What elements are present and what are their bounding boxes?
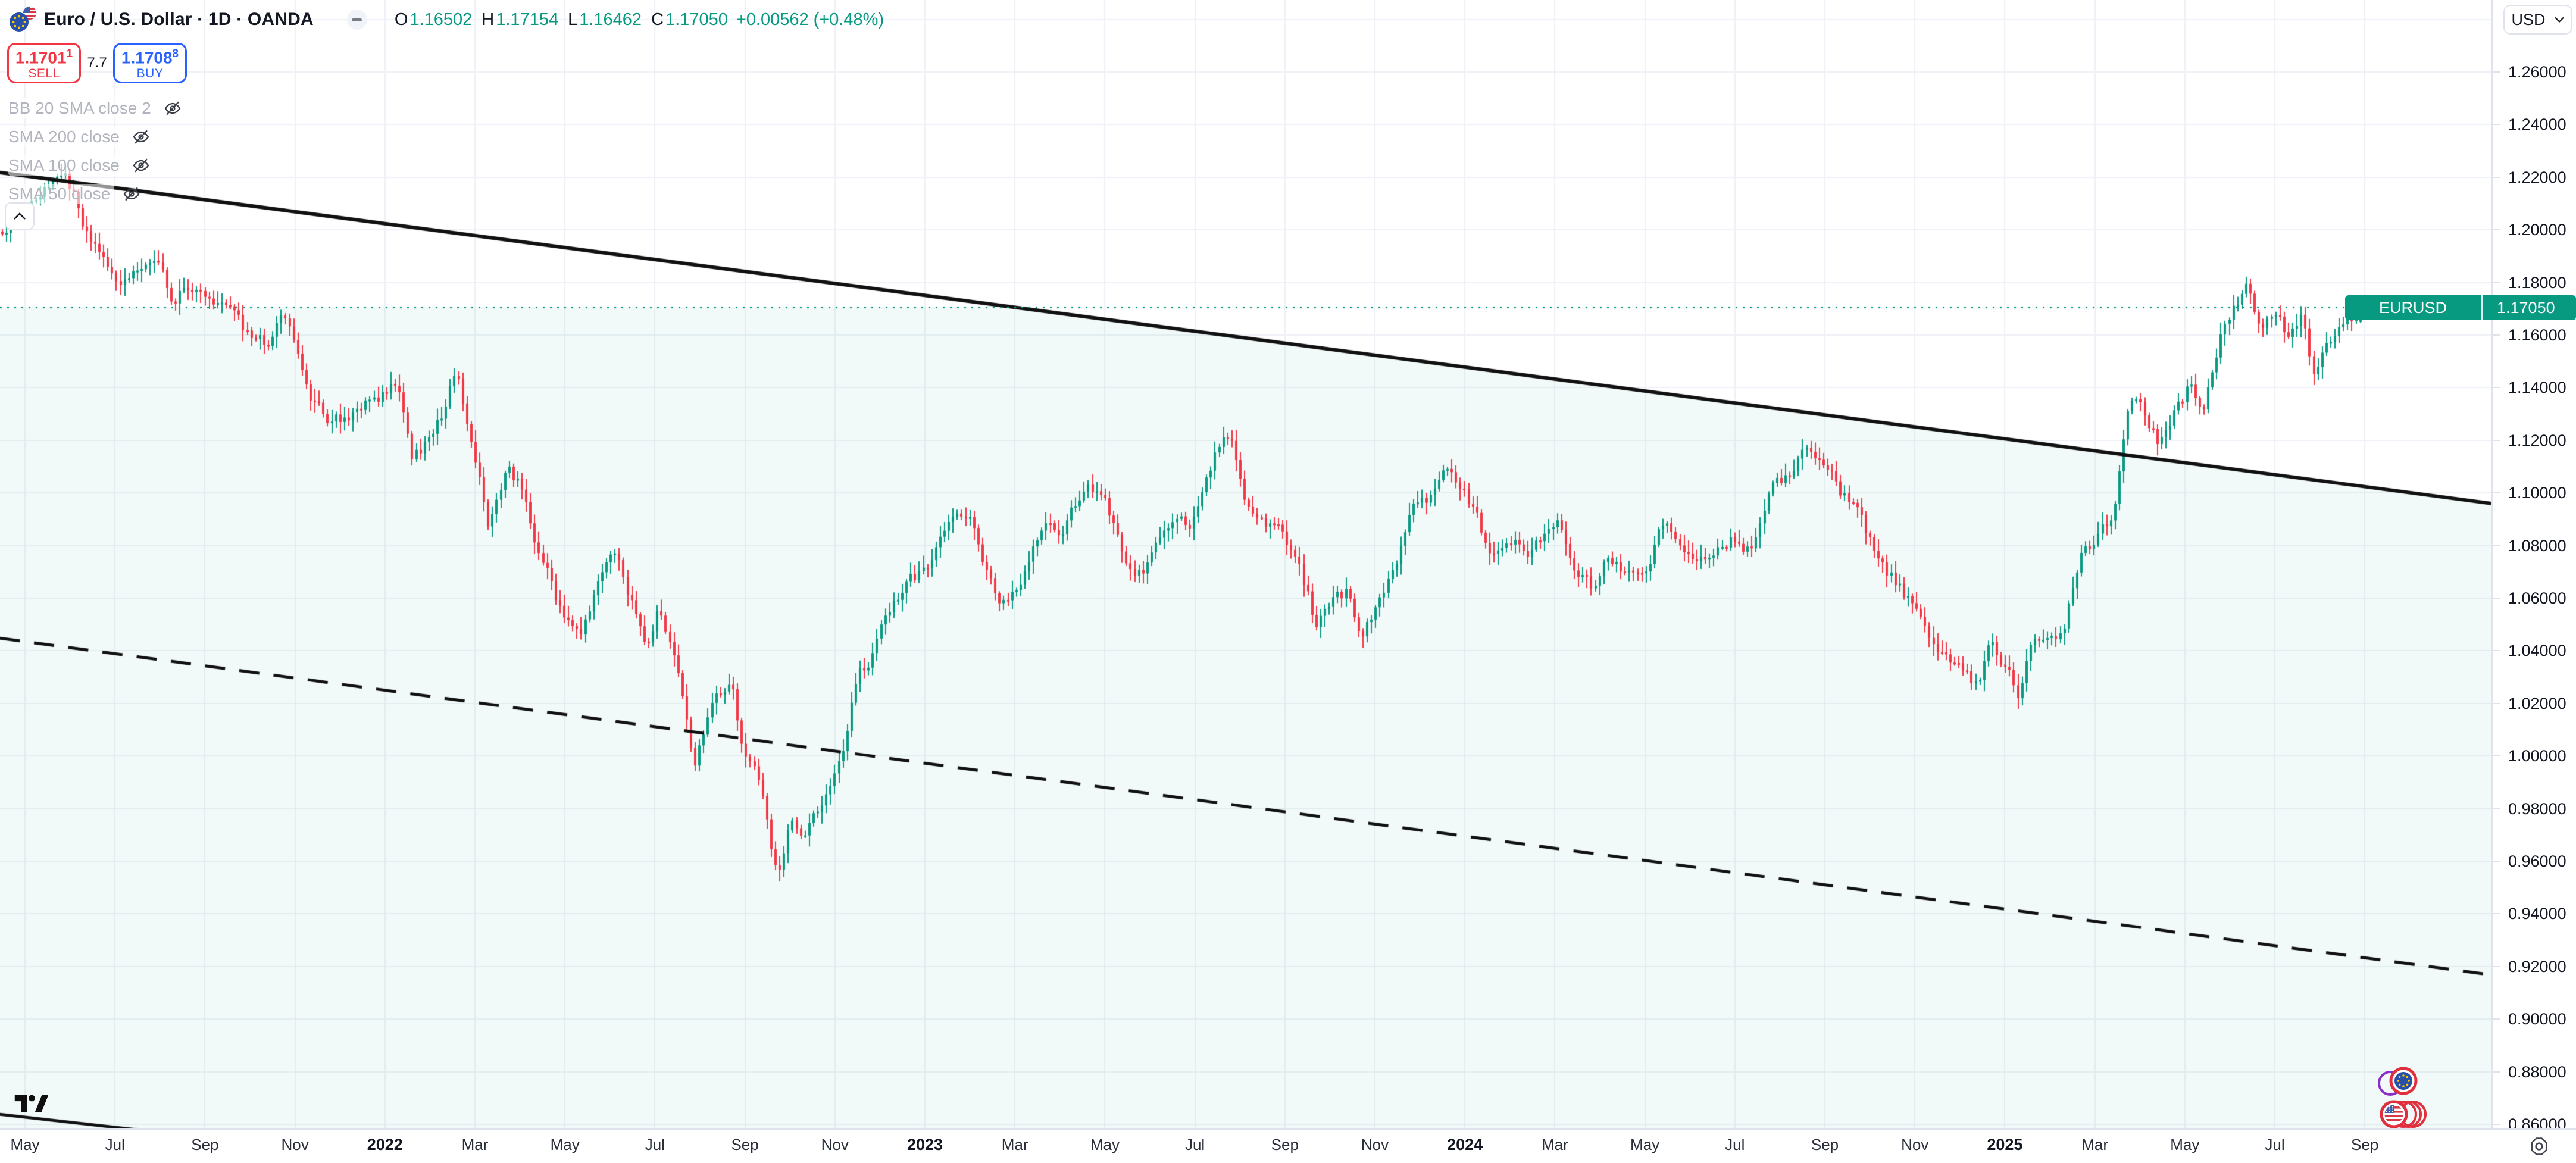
legend-collapse-button[interactable] xyxy=(5,202,35,230)
time-axis[interactable]: May Jul Sep Nov 2022 Mar May Jul Sep Nov 2023 Mar Ma… xyxy=(0,1128,2576,1163)
price-tick-label: 1.22000 xyxy=(2493,168,2566,186)
symbol-title[interactable]: Euro / U.S. Dollar · 1D · OANDA xyxy=(44,10,314,29)
ohlc-values: O 1.16502 H 1.17154 L 1.16462 C 1.17050 +0.0… xyxy=(385,10,884,30)
price-tick-label: 1.18000 xyxy=(2493,273,2566,292)
indicator-row-sma200[interactable]: SMA 200 close xyxy=(8,123,884,151)
chart-canvas[interactable] xyxy=(0,0,2491,1128)
price-tick-label: 1.16000 xyxy=(2493,326,2566,344)
eye-off-icon[interactable] xyxy=(163,99,182,118)
low-label: L xyxy=(568,10,578,29)
price-tick-label: 1.10000 xyxy=(2493,484,2566,502)
eye-off-icon[interactable] xyxy=(122,185,141,204)
price-tick-label: 1.06000 xyxy=(2493,589,2566,607)
time-tick-label: Sep xyxy=(731,1136,759,1153)
buy-button[interactable]: 1.17088 BUY xyxy=(113,43,187,83)
indicator-row-sma50[interactable]: SMA 50 close xyxy=(8,180,884,208)
eur-event-icon[interactable] xyxy=(2376,1067,2433,1099)
legend-minimize-icon[interactable] xyxy=(346,10,367,30)
current-price-badge: EURUSD 1.17050 xyxy=(2345,295,2576,320)
badge-divider xyxy=(2481,295,2483,320)
price-tick-label: 1.00000 xyxy=(2493,747,2566,765)
indicator-legend: BB 20 SMA close 2 SMA 200 close SMA 100 … xyxy=(8,94,884,208)
time-tick-label: Jul xyxy=(105,1136,125,1153)
time-tick-label: Sep xyxy=(1271,1136,1299,1153)
time-tick-label: Mar xyxy=(1001,1136,1028,1153)
gear-icon[interactable] xyxy=(2526,1133,2552,1159)
time-tick-label: 2023 xyxy=(906,1136,943,1153)
sell-button-label: SELL xyxy=(28,67,60,81)
time-tick-label: Nov xyxy=(1901,1136,1929,1153)
price-tick-label: 1.20000 xyxy=(2493,221,2566,239)
time-tick-label: May xyxy=(10,1136,40,1153)
time-tick-label: May xyxy=(550,1136,580,1153)
price-tick-label: 1.14000 xyxy=(2493,379,2566,397)
price-tick-label: 1.08000 xyxy=(2493,536,2566,555)
price-tick-label: 1.26000 xyxy=(2493,63,2566,81)
price-tick-label: 1.02000 xyxy=(2493,694,2566,712)
spread-value: 7.7 xyxy=(87,55,107,71)
open-value: 1.16502 xyxy=(409,10,473,29)
badge-symbol: EURUSD xyxy=(2378,298,2447,317)
price-tick-label: 0.90000 xyxy=(2493,1010,2566,1028)
time-tick-label: Jul xyxy=(2265,1136,2285,1153)
time-tick-label: Jul xyxy=(645,1136,665,1153)
price-axis[interactable]: USD 1.26000 1.24000 1.22000 1.20000 1.18000 1… xyxy=(2491,0,2576,1133)
time-tick-label: Jul xyxy=(1725,1136,1745,1153)
time-tick-label: May xyxy=(1090,1136,1120,1153)
chevron-up-icon xyxy=(14,212,26,220)
time-tick-label: May xyxy=(1630,1136,1660,1153)
symbol-title-row: Euro / U.S. Dollar · 1D · OANDA O 1.16502… xyxy=(8,6,884,33)
usd-event-icon[interactable] xyxy=(2375,1099,2440,1130)
eye-off-icon[interactable] xyxy=(132,127,151,146)
high-value: 1.17154 xyxy=(496,10,559,29)
time-tick-label: Jul xyxy=(1184,1136,1205,1153)
chart-legend: Euro / U.S. Dollar · 1D · OANDA O 1.16502… xyxy=(5,6,884,230)
time-tick-label: 2024 xyxy=(1447,1136,1483,1153)
eye-off-icon[interactable] xyxy=(132,156,151,175)
high-label: H xyxy=(482,10,495,29)
time-tick-label: Nov xyxy=(281,1136,309,1153)
tradingview-logo[interactable] xyxy=(12,1092,51,1118)
time-tick-label: Mar xyxy=(2081,1136,2108,1153)
price-tick-label: 0.98000 xyxy=(2493,799,2566,818)
close-label: C xyxy=(651,10,664,29)
time-tick-label: Nov xyxy=(1361,1136,1389,1153)
time-tick-label: May xyxy=(2170,1136,2200,1153)
low-value: 1.16462 xyxy=(579,10,642,29)
change-value: +0.00562 (+0.48%) xyxy=(736,10,884,29)
price-tick-label: 0.88000 xyxy=(2493,1062,2566,1081)
indicator-row-sma100[interactable]: SMA 100 close xyxy=(8,151,884,180)
open-label: O xyxy=(394,10,408,29)
chevron-down-icon xyxy=(2554,17,2564,23)
time-tick-label: Mar xyxy=(1542,1136,1568,1153)
buy-button-label: BUY xyxy=(136,67,164,81)
eu-flag-icon xyxy=(10,12,29,32)
price-tick-label: 0.94000 xyxy=(2493,905,2566,923)
symbol-flag-icon xyxy=(8,6,39,33)
close-value: 1.17050 xyxy=(665,10,728,29)
indicator-row-bb[interactable]: BB 20 SMA close 2 xyxy=(8,94,884,123)
badge-price: 1.17050 xyxy=(2497,298,2555,317)
sell-button[interactable]: 1.17011 SELL xyxy=(7,43,81,83)
price-tick-label: 0.96000 xyxy=(2493,852,2566,870)
time-tick-label: Sep xyxy=(191,1136,219,1153)
price-tick-label: 0.92000 xyxy=(2493,957,2566,976)
time-tick-label: Sep xyxy=(1811,1136,1839,1153)
currency-toggle-button[interactable]: USD xyxy=(2503,5,2572,35)
currency-label: USD xyxy=(2511,10,2546,29)
time-tick-label: 2025 xyxy=(1987,1136,2023,1153)
price-tick-label: 1.04000 xyxy=(2493,642,2566,660)
time-tick-label: Mar xyxy=(461,1136,489,1153)
time-tick-label: 2022 xyxy=(367,1136,403,1153)
price-tick-label: 1.12000 xyxy=(2493,431,2566,449)
trade-panel: 1.17011 SELL 7.7 1.17088 BUY xyxy=(7,43,884,83)
time-tick-label: Sep xyxy=(2351,1136,2379,1153)
price-tick-label: 1.24000 xyxy=(2493,115,2566,134)
time-tick-label: Nov xyxy=(821,1136,849,1153)
